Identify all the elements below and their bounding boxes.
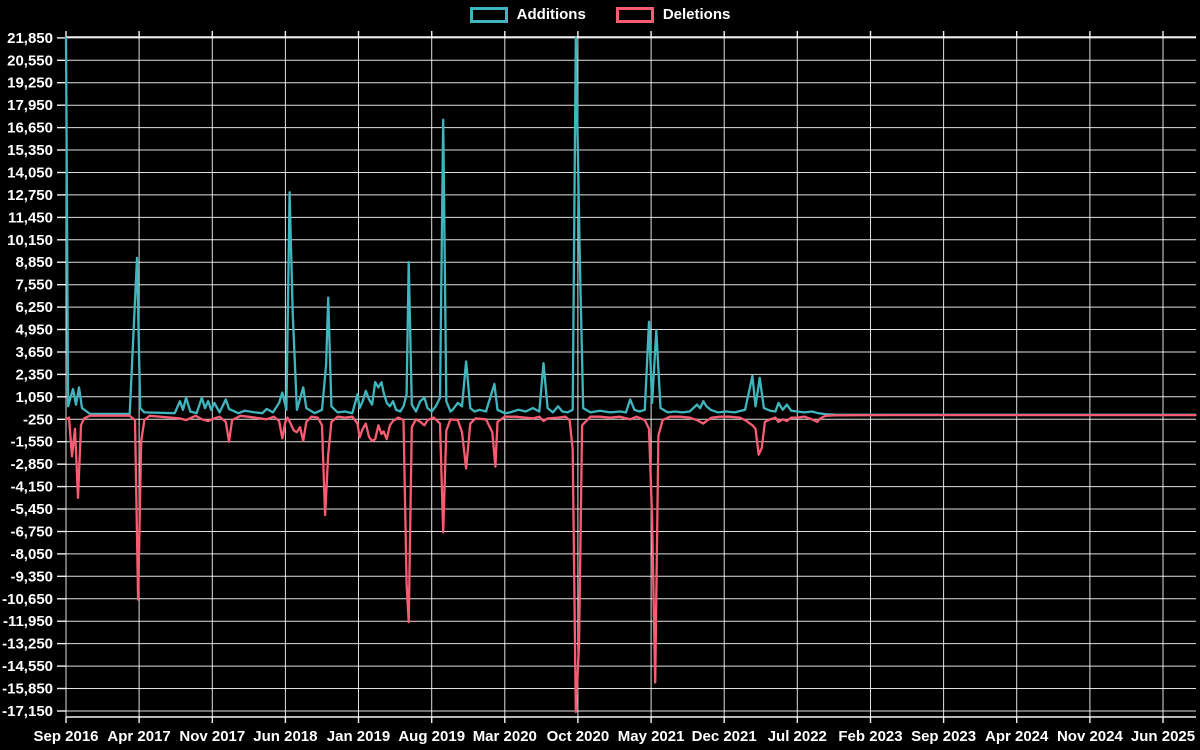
- x-axis-label: Aug 2019: [398, 728, 465, 745]
- y-axis-label: -11,950: [3, 613, 53, 630]
- y-axis-label: -8,050: [10, 546, 53, 563]
- x-axis-label: Jun 2018: [253, 728, 317, 745]
- x-axis-label: Oct 2020: [547, 728, 610, 745]
- y-axis-label: -9,350: [10, 568, 53, 585]
- series-line-additions: [64, 37, 1197, 416]
- x-axis-label: Apr 2024: [985, 728, 1049, 745]
- x-axis-label: Feb 2023: [838, 728, 902, 745]
- y-axis-label: 6,250: [15, 299, 53, 316]
- x-axis-label: Apr 2017: [107, 728, 170, 745]
- x-axis-label: Jul 2022: [768, 728, 827, 745]
- y-axis-label: 2,350: [15, 366, 53, 383]
- y-axis-label: 20,550: [7, 52, 53, 69]
- y-axis-label: 4,950: [15, 322, 53, 339]
- y-axis-label: 14,050: [7, 165, 53, 182]
- y-axis-label: 3,650: [15, 344, 53, 361]
- y-axis-label: -4,150: [10, 479, 53, 496]
- y-axis-label: 12,750: [7, 187, 53, 204]
- x-axis-label: Jan 2019: [327, 728, 390, 745]
- x-axis-label: Nov 2017: [179, 728, 245, 745]
- y-axis-label: -15,850: [2, 681, 53, 698]
- y-axis-label: -14,550: [2, 658, 53, 675]
- y-axis-label: 17,950: [7, 97, 53, 114]
- y-axis-label: -6,750: [10, 524, 53, 541]
- y-axis-label: 16,650: [7, 120, 53, 137]
- y-axis-label: 10,150: [7, 232, 53, 249]
- legend-label-additions: Additions: [516, 6, 586, 23]
- x-axis-label: May 2021: [618, 728, 685, 745]
- y-axis-label: 1,050: [15, 389, 53, 406]
- y-axis-label: -17,150: [2, 703, 53, 720]
- y-axis-label: -10,650: [2, 591, 53, 608]
- y-axis-label: -250: [23, 411, 53, 428]
- y-axis-label: 7,550: [15, 277, 53, 294]
- chart-legend: Additions Deletions: [0, 6, 1200, 23]
- x-axis-label: Nov 2024: [1057, 728, 1124, 745]
- legend-label-deletions: Deletions: [662, 6, 731, 23]
- y-axis-label: 11,450: [8, 209, 53, 226]
- y-axis-label: -5,450: [10, 501, 53, 518]
- additions-swatch: [469, 6, 508, 23]
- y-axis-label: -13,250: [2, 636, 53, 653]
- y-axis-label: 15,350: [7, 142, 53, 159]
- series-line-deletions: [64, 413, 1197, 713]
- y-axis-label: -1,550: [10, 434, 53, 451]
- x-axis-label: Jun 2025: [1131, 728, 1195, 745]
- y-axis-label: 19,250: [7, 75, 53, 92]
- x-axis-label: Dec 2021: [692, 728, 757, 745]
- y-axis-label: -2,850: [10, 456, 53, 473]
- y-axis-label: 8,850: [15, 254, 53, 271]
- legend-item-additions[interactable]: Additions: [469, 6, 586, 23]
- x-axis-label: Sep 2016: [33, 728, 98, 745]
- y-axis-label: 21,850: [7, 30, 53, 47]
- deletions-swatch: [615, 6, 654, 23]
- x-axis-label: Sep 2023: [911, 728, 976, 745]
- legend-item-deletions[interactable]: Deletions: [615, 6, 731, 23]
- x-axis-label: Mar 2020: [473, 728, 537, 745]
